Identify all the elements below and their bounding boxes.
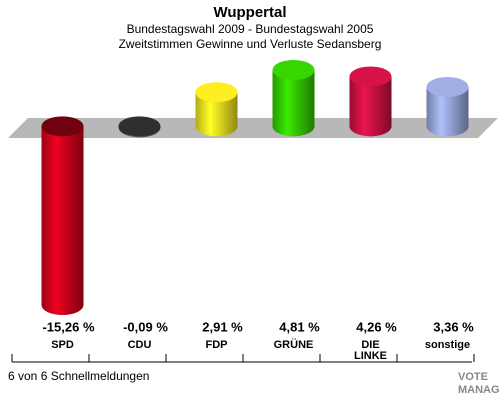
value-label: 2,91 % [202, 319, 243, 334]
value-label: -15,26 % [42, 319, 94, 334]
x-tick-label: DIE LINKE [354, 339, 387, 362]
x-tick-label: sonstige [425, 339, 470, 351]
bar-top [349, 66, 392, 87]
bar-top [41, 116, 84, 137]
x-tick-label: SPD [51, 339, 74, 351]
subtitle: Bundestagswahl 2009 - Bundestagswahl 200… [127, 22, 374, 36]
logo: VOTE [458, 371, 488, 383]
bars [41, 60, 469, 315]
footer: 6 von 6 Schnellmeldungen [8, 369, 149, 383]
bar-top [195, 82, 238, 103]
x-tick-label: GRÜNE [274, 338, 314, 351]
value-label: 4,81 % [279, 319, 320, 334]
bar-top [118, 116, 161, 137]
subtitle: Zweitstimmen Gewinne und Verluste Sedans… [119, 37, 382, 51]
value-label: -0,09 % [123, 319, 168, 334]
x-tick-label: FDP [206, 339, 228, 351]
value-label: 3,36 % [433, 319, 474, 334]
bar-top [272, 60, 315, 80]
logo: MANAGER [458, 384, 500, 396]
value-label: 4,26 % [356, 319, 397, 334]
chart-title: Wuppertal [213, 4, 286, 21]
bar [41, 126, 84, 306]
bar-top [426, 76, 469, 97]
x-tick-label: CDU [128, 339, 152, 351]
